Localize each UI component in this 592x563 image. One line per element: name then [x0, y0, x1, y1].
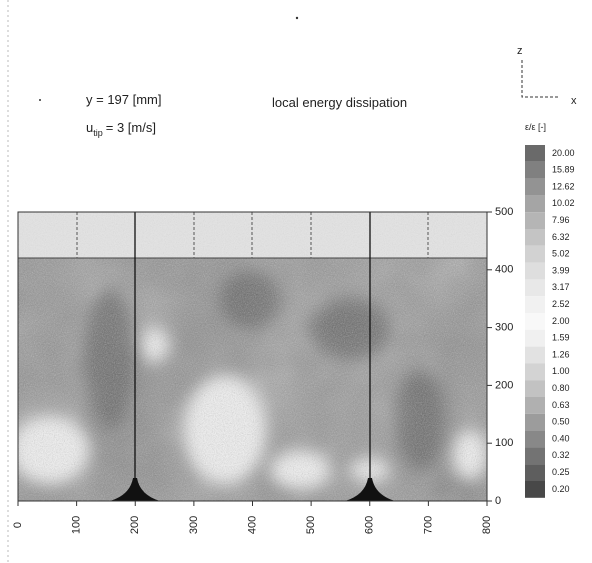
colorbar-label: ε/ε [-] — [525, 122, 546, 132]
y-tick-label: 500 — [495, 206, 513, 218]
impeller — [110, 478, 160, 501]
colorbar-label: 1.00 — [552, 366, 570, 376]
colorbar-swatch — [525, 346, 545, 364]
colorbar-label: 3.17 — [552, 282, 570, 292]
colorbar-label: 0.32 — [552, 450, 570, 460]
colorbar-swatch — [525, 245, 545, 263]
x-tick-label: 100 — [71, 516, 83, 534]
speed-symbol: u — [86, 120, 93, 135]
y-tick-label: 100 — [495, 437, 513, 449]
y-tick-label: 300 — [495, 322, 513, 334]
x-tick-label: 400 — [246, 516, 258, 534]
colorbar-swatch — [525, 279, 545, 297]
colorbar-label: 3.99 — [552, 265, 570, 275]
colorbar-swatch — [525, 329, 545, 347]
speck — [39, 99, 41, 101]
axis-indicator-x: x — [571, 95, 577, 107]
impeller — [345, 478, 395, 501]
speed-subscript: tip — [93, 128, 103, 138]
y-tick-label: 0 — [495, 495, 501, 507]
colorbar-label: 0.20 — [552, 484, 570, 494]
colorbar-swatch — [525, 178, 545, 196]
field-grain — [18, 212, 487, 501]
colorbar-label: 0.40 — [552, 433, 570, 443]
colorbar-swatch — [525, 161, 545, 179]
colorbar-swatch — [525, 229, 545, 246]
x-tick-label: 700 — [422, 516, 434, 534]
axis-indicator-z: z — [517, 45, 523, 57]
colorbar-label: 2.00 — [552, 316, 570, 326]
colorbar-label: 7.96 — [552, 215, 570, 225]
colorbar-swatch — [525, 380, 545, 397]
colorbar-swatch — [525, 464, 545, 481]
colorbar-label: 1.26 — [552, 349, 570, 359]
chart-title: local energy dissipation — [272, 95, 407, 110]
colorbar-swatch — [525, 296, 545, 313]
colorbar-swatch — [525, 413, 545, 431]
speck — [295, 16, 299, 20]
grid-dashes — [76, 212, 429, 258]
position-label: y = 197 [mm] — [86, 92, 162, 107]
colorbar-swatch — [525, 397, 545, 414]
y-tick-label: 200 — [495, 379, 513, 391]
colorbar-label: 2.52 — [552, 299, 570, 309]
colorbar-label: 0.25 — [552, 467, 570, 477]
x-tick-label: 500 — [305, 516, 317, 534]
colorbar-swatch — [525, 195, 545, 213]
colorbar-label: 1.59 — [552, 333, 570, 343]
x-tick-label: 600 — [364, 516, 376, 534]
x-tick-label: 300 — [188, 516, 200, 534]
colorbar-swatch — [525, 212, 545, 229]
colorbar-swatch — [525, 430, 545, 448]
colorbar-swatch — [525, 447, 545, 465]
colorbar-swatch — [525, 481, 545, 498]
colorbar-swatch — [525, 313, 545, 330]
colorbar-label: 10.02 — [552, 198, 575, 208]
colorbar-label: 12.62 — [552, 181, 575, 191]
colorbar-label: 15.89 — [552, 165, 575, 175]
axis-indicator — [521, 60, 560, 98]
colorbar-label: 5.02 — [552, 249, 570, 259]
y-tick-label: 400 — [495, 264, 513, 276]
colorbar-swatch — [525, 145, 545, 162]
colorbar-label: 20.00 — [552, 148, 575, 158]
field — [18, 212, 487, 501]
x-tick-label: 0 — [12, 522, 24, 528]
x-tick-label: 200 — [129, 516, 141, 534]
colorbar-swatch — [525, 262, 545, 280]
colorbar-label: 6.32 — [552, 232, 570, 242]
colorbar-swatch — [525, 363, 545, 381]
speed-value: = 3 [m/s] — [106, 120, 156, 135]
colorbar-label: 0.63 — [552, 400, 570, 410]
speed-label: utip = 3 [m/s] — [86, 120, 156, 138]
x-tick-label: 800 — [481, 516, 493, 534]
colorbar-label: 0.80 — [552, 383, 570, 393]
colorbar-label: 0.50 — [552, 417, 570, 427]
